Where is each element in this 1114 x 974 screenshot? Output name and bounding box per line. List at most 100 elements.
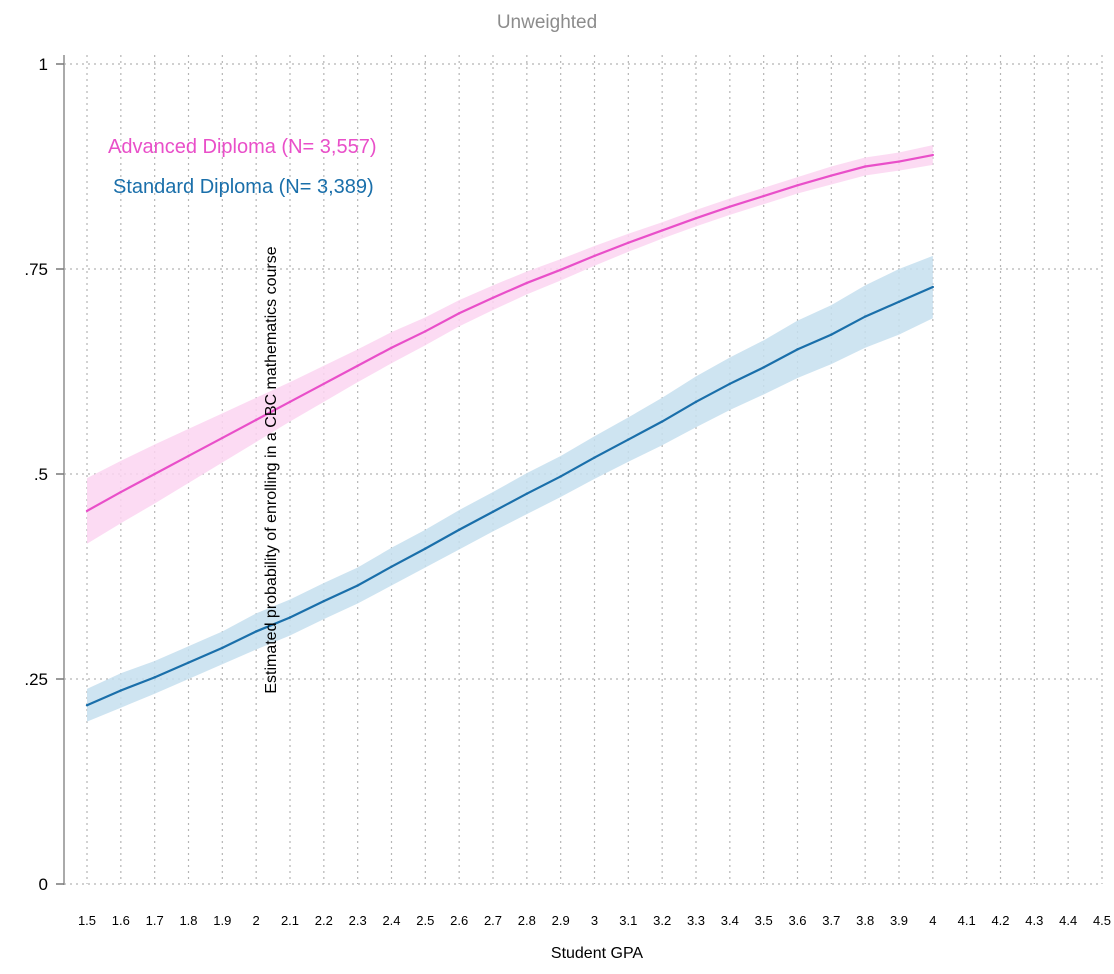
data-point — [221, 436, 224, 440]
series-line-1 — [86, 286, 934, 707]
x-tick-label: 2.7 — [484, 913, 502, 928]
data-point — [593, 254, 596, 258]
data-point — [931, 285, 935, 289]
data-point — [728, 205, 732, 208]
confidence-bands — [87, 145, 933, 722]
x-tick-label: 3.6 — [788, 913, 806, 928]
data-point — [762, 194, 765, 198]
legend-item-advanced-diploma: Advanced Diploma (N= 3,557) — [108, 136, 376, 158]
data-point — [660, 420, 664, 423]
data-point — [153, 676, 156, 679]
data-point — [660, 229, 664, 232]
data-point — [85, 704, 89, 707]
y-tick-label: .5 — [34, 465, 48, 484]
legend: Advanced Diploma (N= 3,557) Standard Dip… — [108, 136, 376, 198]
data-point — [187, 661, 190, 664]
y-tick-label: .75 — [24, 260, 48, 279]
x-tick-label: 3.5 — [755, 913, 773, 928]
x-tick-label: 3.3 — [687, 913, 705, 928]
data-point — [322, 382, 326, 385]
data-point — [288, 616, 292, 619]
data-point — [424, 330, 427, 333]
data-point — [119, 490, 123, 494]
data-point — [694, 400, 698, 404]
data-point — [322, 599, 326, 603]
data-point — [559, 268, 562, 272]
data-point — [288, 400, 292, 404]
series-lines — [85, 153, 935, 707]
data-point — [762, 366, 765, 369]
data-point — [830, 333, 833, 336]
y-tick-label: 1 — [39, 55, 48, 74]
data-point — [254, 630, 258, 633]
confidence-band-series-1 — [87, 255, 933, 722]
data-point — [390, 346, 393, 349]
y-tick-label: .25 — [24, 670, 48, 689]
data-point — [187, 454, 190, 458]
x-tick-label: 4.5 — [1093, 913, 1111, 928]
y-ticks: 0 .25 .5 .75 1 — [24, 55, 64, 894]
y-axis-title: Estimated probability of enrolling in a … — [263, 246, 280, 693]
x-tick-label: 1.6 — [112, 913, 130, 928]
data-point — [627, 438, 630, 441]
x-tick-label: 4.3 — [1025, 913, 1043, 928]
data-point — [153, 472, 156, 476]
data-point — [424, 547, 427, 550]
data-point — [525, 281, 529, 285]
x-tick-label: 3 — [591, 913, 598, 928]
series-line-0 — [86, 153, 934, 512]
x-tick-label: 3.8 — [856, 913, 874, 928]
data-point — [221, 646, 224, 650]
x-tick-label: 2.9 — [552, 913, 570, 928]
x-tick-label: 4.1 — [958, 913, 976, 928]
data-point — [627, 241, 630, 244]
data-point — [728, 382, 732, 385]
x-tick-label: 2.8 — [518, 913, 536, 928]
legend-item-standard-diploma: Standard Diploma (N= 3,389) — [113, 176, 374, 198]
x-tick-label: 2.5 — [416, 913, 434, 928]
x-tick-label: 3.4 — [721, 913, 739, 928]
x-tick-label: 1.9 — [213, 913, 231, 928]
data-point — [525, 492, 529, 495]
data-point — [897, 300, 901, 303]
data-point — [931, 153, 935, 157]
x-ticks: 1.5 1.6 1.7 1.8 1.9 2 2.1 2.2 2.3 2.4 2.5 2.6 2.7 2.8… — [78, 913, 1111, 928]
x-tick-label: 1.7 — [146, 913, 164, 928]
data-point — [796, 348, 799, 351]
data-point — [356, 364, 359, 367]
x-tick-label: 2.6 — [450, 913, 468, 928]
data-point — [390, 565, 393, 568]
x-tick-label: 3.7 — [822, 913, 840, 928]
data-point — [85, 509, 89, 513]
data-point — [559, 475, 562, 478]
x-tick-label: 2.3 — [349, 913, 367, 928]
x-tick-label: 2.4 — [382, 913, 400, 928]
data-point — [796, 184, 799, 187]
x-axis-title: Student GPA — [551, 945, 644, 962]
data-point — [863, 165, 867, 168]
data-point — [457, 312, 461, 315]
x-tick-label: 2 — [253, 913, 260, 928]
x-tick-label: 1.8 — [179, 913, 197, 928]
data-point — [356, 584, 359, 587]
data-point — [863, 315, 867, 318]
x-tick-label: 3.1 — [619, 913, 637, 928]
data-point — [491, 510, 495, 513]
x-tick-label: 2.2 — [315, 913, 333, 928]
x-tick-label: 4.2 — [991, 913, 1009, 928]
x-tick-label: 4.4 — [1059, 913, 1077, 928]
data-point — [254, 418, 258, 422]
y-tick-label: 0 — [39, 875, 48, 894]
data-point — [830, 174, 833, 177]
chart-title: Unweighted — [497, 12, 597, 33]
data-point — [897, 160, 901, 163]
x-tick-label: 1.5 — [78, 913, 96, 928]
x-tick-label: 3.9 — [890, 913, 908, 928]
data-point — [491, 296, 495, 299]
data-point — [119, 689, 123, 692]
x-tick-label: 4 — [929, 913, 936, 928]
x-tick-label: 2.1 — [281, 913, 299, 928]
x-tick-label: 3.2 — [653, 913, 671, 928]
data-point — [457, 528, 461, 531]
